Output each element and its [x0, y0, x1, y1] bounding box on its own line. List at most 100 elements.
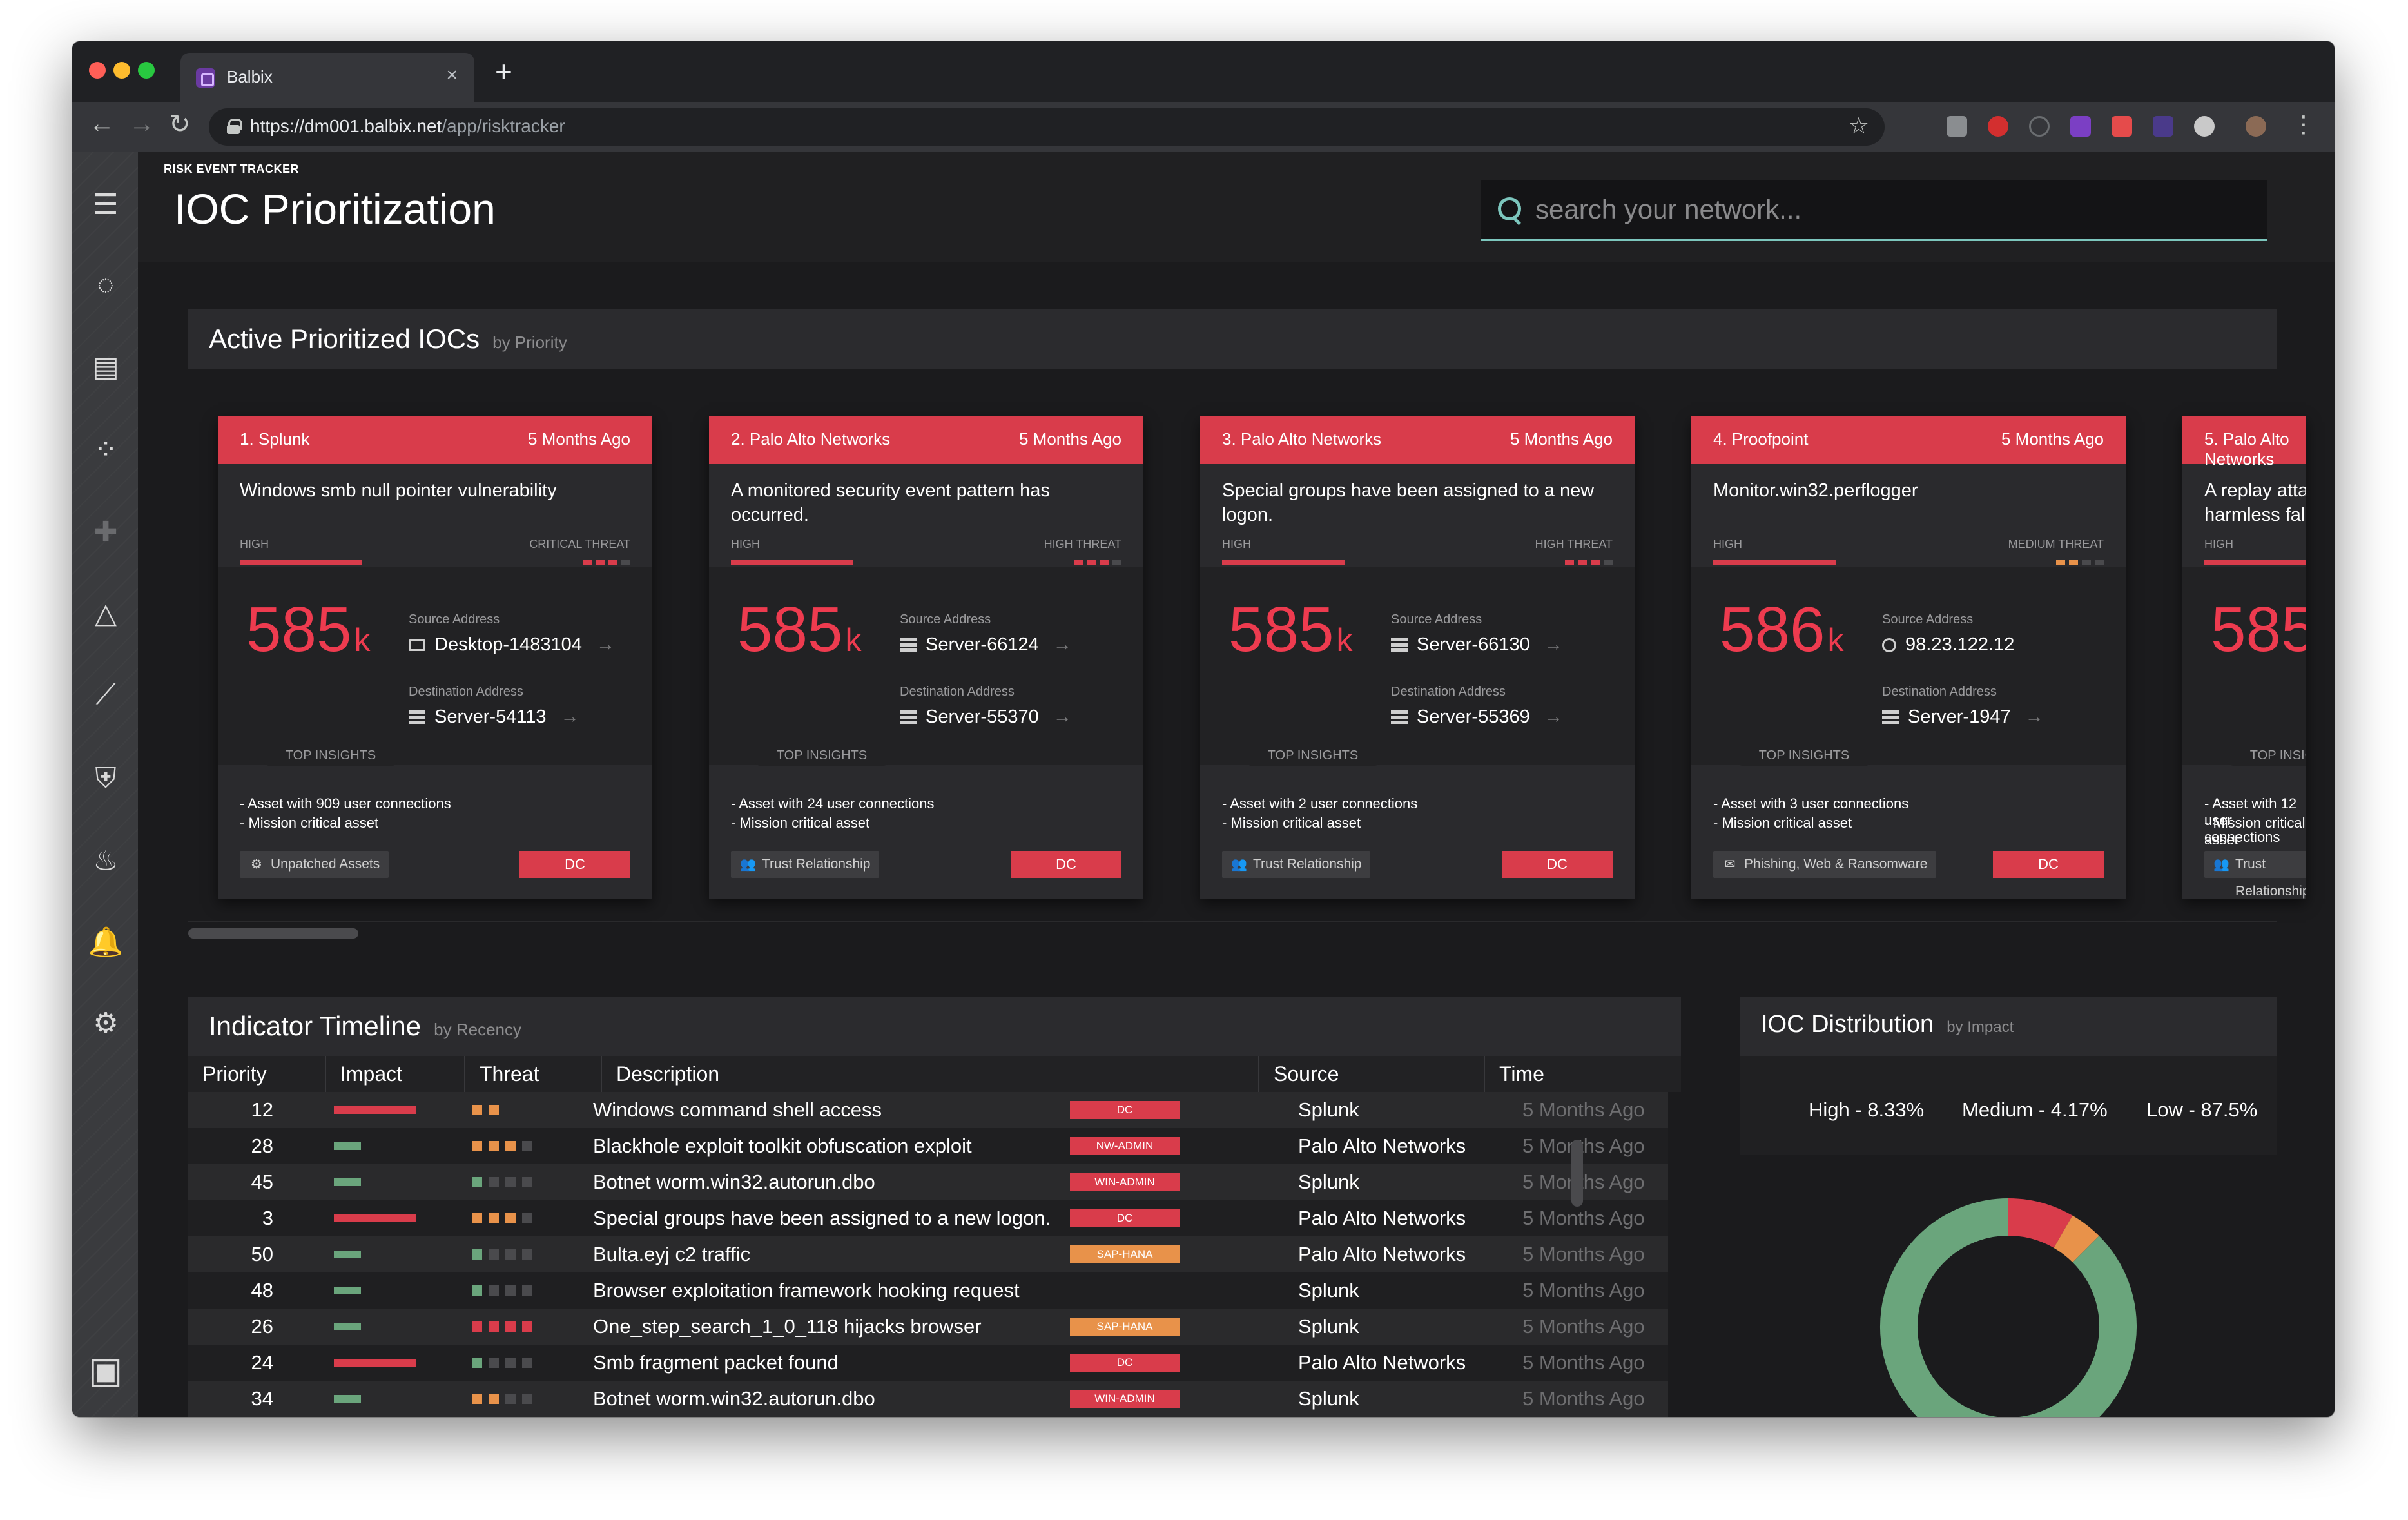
- dc-button[interactable]: DC: [1993, 851, 2104, 878]
- attack-tag[interactable]: ⚙ Unpatched Assets: [240, 851, 389, 878]
- threat-level-dot: [489, 1249, 499, 1260]
- col-priority[interactable]: Priority: [202, 1062, 267, 1086]
- layout-icon[interactable]: ▣: [88, 1350, 123, 1390]
- donut-slice-low[interactable]: [1880, 1198, 2137, 1417]
- ioc-card[interactable]: 3. Palo Alto Networks 5 Months Ago Special…: [1200, 416, 1635, 899]
- dc-button[interactable]: DC: [1502, 851, 1613, 878]
- refresh-icon[interactable]: ◌: [97, 269, 115, 300]
- shield-icon[interactable]: ⛨: [95, 763, 117, 794]
- description-cell: Special groups have been assigned to a n…: [593, 1207, 1051, 1229]
- extension-icon[interactable]: [2112, 116, 2132, 137]
- maximize-window-button[interactable]: [138, 62, 155, 79]
- server-icon: [1882, 710, 1899, 725]
- inventory-icon[interactable]: ▤: [92, 351, 119, 383]
- destination-address[interactable]: Server-54113 →: [409, 706, 579, 728]
- search-input[interactable]: [1535, 192, 2244, 227]
- camera-extension-icon[interactable]: [1947, 116, 1967, 137]
- sidebar: ☰ ◌ ▤ ⁘ ✚ △ ⟋ ⛨ ♨ 🔔 ⚙ ▣: [72, 152, 138, 1417]
- section-header: Active Prioritized IOCs by Priority: [188, 309, 2277, 369]
- threat-level-dot: [489, 1177, 499, 1187]
- threat-level-dot: [1591, 560, 1600, 565]
- attack-tag-label: Trust Relationship: [1253, 857, 1362, 872]
- extension-icon[interactable]: [2153, 116, 2173, 137]
- source-address[interactable]: Server-66130 →: [1391, 634, 1563, 656]
- insight-item: - Mission critical asset: [2204, 815, 2306, 848]
- impact-bar: [334, 1323, 361, 1330]
- card-header: 3. Palo Alto Networks 5 Months Ago: [1200, 416, 1635, 464]
- col-source[interactable]: Source: [1258, 1056, 1484, 1092]
- source-address[interactable]: 98.23.122.12: [1882, 634, 2014, 656]
- trend-icon[interactable]: ⟋: [95, 679, 116, 710]
- forward-icon[interactable]: →: [129, 110, 155, 138]
- table-row[interactable]: 34 Botnet worm.win32.autorun.dbo WIN-ADMIN…: [188, 1381, 1668, 1417]
- card-metrics: 585k Source Address Server-66124 → Destinati…: [709, 567, 1143, 765]
- laptop-icon: [409, 639, 425, 651]
- onenote-extension-icon[interactable]: [2070, 116, 2091, 137]
- col-time[interactable]: Time: [1484, 1056, 1681, 1092]
- reload-icon[interactable]: ↻: [169, 110, 191, 139]
- profile-avatar[interactable]: [2246, 116, 2266, 137]
- destination-address[interactable]: Server-55369 →: [1391, 706, 1563, 728]
- table-row[interactable]: 28 Blackhole exploit toolkit obfuscation …: [188, 1128, 1668, 1164]
- menu-icon[interactable]: ☰: [93, 189, 119, 220]
- donut-svg: [1880, 1198, 2137, 1417]
- col-impact[interactable]: Impact: [325, 1056, 464, 1092]
- ioc-card[interactable]: 1. Splunk 5 Months Ago Windows smb null po…: [218, 416, 652, 899]
- ioc-card[interactable]: 4. Proofpoint 5 Months Ago Monitor.win32.p…: [1691, 416, 2126, 899]
- donut-slice-medium[interactable]: [2053, 1215, 2099, 1263]
- table-row[interactable]: 45 Botnet worm.win32.autorun.dbo WIN-ADMIN…: [188, 1164, 1668, 1200]
- attack-tag[interactable]: ✉ Phishing, Web & Ransomware: [1713, 851, 1937, 878]
- address-bar[interactable]: https://dm001.balbix.net/app/risktracker…: [209, 108, 1885, 146]
- table-row[interactable]: 48 Browser exploitation framework hooking…: [188, 1272, 1668, 1309]
- gear-icon[interactable]: ⚙: [93, 1008, 119, 1039]
- table-row[interactable]: 50 Bulta.eyj c2 traffic SAP-HANA Palo Alto …: [188, 1236, 1668, 1272]
- timeline-title: Indicator Timeline: [209, 1011, 422, 1041]
- search-box[interactable]: [1481, 180, 2267, 241]
- attack-tag[interactable]: 👥 Trust Relationship: [731, 851, 880, 878]
- source-address[interactable]: Desktop-1483104 →: [409, 634, 615, 656]
- vertical-scrollbar[interactable]: [1571, 1140, 1583, 1207]
- source-address[interactable]: Server-66124 →: [900, 634, 1072, 656]
- medkit-icon[interactable]: ✚: [93, 516, 118, 548]
- table-row[interactable]: 24 Smb fragment packet found DC Palo Alto N…: [188, 1345, 1668, 1381]
- destination-address-value: Server-1947: [1908, 706, 2011, 727]
- extension-icon[interactable]: [2029, 116, 2050, 137]
- threat-label: HIGH THREAT: [1044, 538, 1121, 551]
- table-row[interactable]: 12 Windows command shell access DC Splunk 5 …: [188, 1092, 1668, 1128]
- close-window-button[interactable]: [89, 62, 106, 79]
- description-cell: Bulta.eyj c2 traffic: [593, 1243, 751, 1265]
- donut-slice-high[interactable]: [2008, 1198, 2073, 1249]
- col-threat[interactable]: Threat: [464, 1056, 601, 1092]
- dc-button[interactable]: DC: [519, 851, 630, 878]
- destination-address[interactable]: Server-55370 →: [900, 706, 1072, 728]
- threat-level-dot: [505, 1213, 516, 1223]
- extension-icon[interactable]: [2194, 116, 2215, 137]
- browser-tab[interactable]: Balbix ×: [180, 53, 474, 102]
- severity-bar: [1713, 560, 1836, 565]
- browser-menu-icon[interactable]: ⋮: [2292, 111, 2315, 137]
- table-row[interactable]: 26 One_step_search_1_0_118 hijacks browse…: [188, 1309, 1668, 1345]
- bookmark-star-icon[interactable]: ☆: [1848, 112, 1869, 139]
- fire-icon[interactable]: ♨: [93, 845, 119, 877]
- threat-level-indicator: [472, 1321, 532, 1332]
- grid-icon[interactable]: ⁘: [93, 434, 118, 465]
- attack-tag[interactable]: 👥 Trust Relationship: [2204, 851, 2306, 899]
- ioc-card[interactable]: 5. Palo Alto Networks A replay attack was…: [2182, 416, 2306, 899]
- horizontal-scrollbar[interactable]: [188, 928, 358, 939]
- new-tab-button[interactable]: +: [495, 55, 512, 88]
- table-row[interactable]: 3 Special groups have been assigned to a …: [188, 1200, 1668, 1236]
- dc-button[interactable]: DC: [1011, 851, 1121, 878]
- bell-icon[interactable]: 🔔: [88, 926, 124, 958]
- card-metrics: 585k Source Address Server-66130 → Destinati…: [1200, 567, 1635, 765]
- adblock-extension-icon[interactable]: [1988, 116, 2008, 137]
- ioc-card[interactable]: 2. Palo Alto Networks 5 Months Ago A monit…: [709, 416, 1143, 899]
- tab-close-icon[interactable]: ×: [446, 64, 458, 86]
- active-iocs-section: Active Prioritized IOCs by Priority 1. Sp…: [188, 309, 2306, 954]
- destination-address[interactable]: Server-1947 →: [1882, 706, 2044, 728]
- threat-level-dot: [1578, 560, 1587, 565]
- back-icon[interactable]: ←: [89, 110, 115, 138]
- warning-icon[interactable]: △: [95, 598, 117, 629]
- col-description[interactable]: Description: [601, 1056, 1258, 1092]
- minimize-window-button[interactable]: [113, 62, 130, 79]
- attack-tag[interactable]: 👥 Trust Relationship: [1222, 851, 1371, 878]
